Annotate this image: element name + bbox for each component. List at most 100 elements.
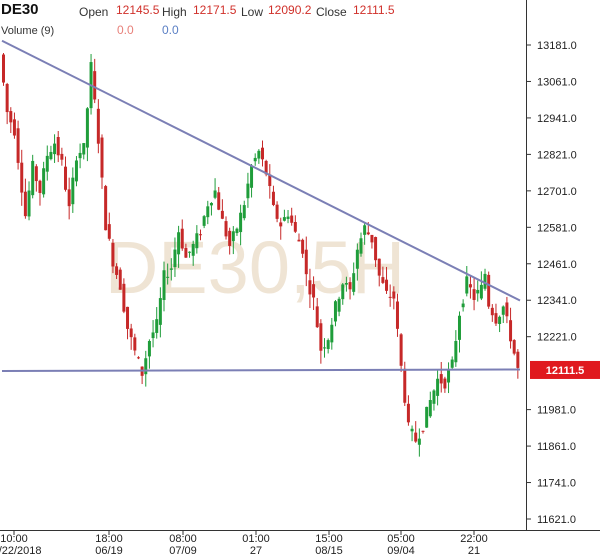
candle-body xyxy=(454,340,458,363)
trendline[interactable] xyxy=(1,368,521,373)
candle-body xyxy=(42,168,46,195)
candle-body xyxy=(352,273,356,292)
candle-body xyxy=(133,337,137,351)
open-label: Open xyxy=(79,5,109,19)
candle-body xyxy=(67,189,71,207)
candle-body xyxy=(414,432,418,442)
candle-body xyxy=(388,296,392,298)
x-tick-date: 21 xyxy=(468,545,480,557)
candle-body xyxy=(16,128,20,163)
candle-body xyxy=(468,284,472,288)
candle-body xyxy=(169,268,173,270)
candle-body xyxy=(476,289,480,294)
candle-body xyxy=(180,228,184,249)
candle-body xyxy=(304,249,308,275)
candle-body xyxy=(428,400,432,417)
candle-body xyxy=(115,266,119,275)
candle-body xyxy=(162,270,166,300)
candle-body xyxy=(432,390,436,404)
candle-body xyxy=(403,368,407,403)
candle-body xyxy=(271,191,275,205)
candle-body xyxy=(348,282,352,290)
candle-body xyxy=(261,147,264,160)
candle-body xyxy=(355,249,359,269)
candle-body xyxy=(275,204,279,219)
candle-body xyxy=(301,239,305,254)
candle-body xyxy=(490,307,494,316)
high-label: High xyxy=(162,5,187,19)
candle-body xyxy=(38,180,42,193)
candle-body xyxy=(122,283,126,312)
candle-body xyxy=(290,215,294,223)
candle-body xyxy=(173,249,177,268)
candle-body xyxy=(374,237,378,261)
candle-body xyxy=(268,174,272,187)
candle-body xyxy=(220,210,224,219)
trendline[interactable] xyxy=(1,39,521,302)
y-tick-label: 12581.0 xyxy=(537,222,577,234)
candle-body xyxy=(9,111,13,123)
candle-body xyxy=(297,239,301,242)
candle-body xyxy=(253,157,257,162)
candle-body xyxy=(359,238,363,254)
candle-body xyxy=(443,378,447,389)
close-label: Close xyxy=(316,5,347,19)
high-value: 12171.5 xyxy=(193,3,237,17)
candle-body xyxy=(198,234,202,236)
candle-body xyxy=(12,119,16,136)
candle-body xyxy=(344,283,348,285)
trendlines xyxy=(1,39,521,373)
candle-body xyxy=(93,71,97,100)
candle-body xyxy=(366,232,370,235)
candle-body xyxy=(512,340,516,354)
candle-body xyxy=(53,143,57,155)
watermark: DE30,5H xyxy=(105,226,405,309)
volume-label: Volume (9) xyxy=(1,25,55,37)
candle-body xyxy=(479,284,483,299)
y-tick-label: 11981.0 xyxy=(537,405,576,417)
candle-body xyxy=(417,438,421,445)
close-value: 12111.5 xyxy=(353,3,395,17)
candle-body xyxy=(312,284,316,298)
candle-body xyxy=(483,273,487,289)
candle-body xyxy=(494,313,498,324)
candle-body xyxy=(341,284,345,300)
x-tick-time: 05:00 xyxy=(387,533,415,545)
last-price-tag-bg xyxy=(530,360,600,379)
candle-body xyxy=(450,359,454,368)
x-tick-time: 22:00 xyxy=(460,533,488,545)
y-tick-label: 12701.0 xyxy=(537,186,577,198)
candle-body xyxy=(56,137,60,156)
candle-body xyxy=(144,358,148,375)
x-tick-time: 01:00 xyxy=(242,533,270,545)
candle-body xyxy=(509,320,513,342)
candle-body xyxy=(5,83,9,113)
candle-body xyxy=(487,274,491,307)
candle-body xyxy=(166,276,170,278)
candle-body xyxy=(23,191,27,217)
y-tick-label: 11741.0 xyxy=(537,478,576,490)
candle-body xyxy=(60,153,64,160)
candle-body xyxy=(100,137,104,178)
candle-body xyxy=(242,205,246,219)
candle-body xyxy=(228,230,232,246)
candle-body xyxy=(421,430,425,432)
candle-body xyxy=(330,324,334,343)
candle-body xyxy=(246,183,250,199)
candle-body xyxy=(337,298,341,312)
candle-body xyxy=(399,334,403,366)
candle-body xyxy=(461,303,465,308)
y-tick-label: 12341.0 xyxy=(537,295,577,307)
candle-body xyxy=(49,151,53,160)
candle-body xyxy=(323,347,327,349)
candle-body xyxy=(370,234,374,243)
candle-body xyxy=(308,280,312,295)
candle-body xyxy=(71,177,75,205)
candle-body xyxy=(213,190,217,198)
candle-body xyxy=(206,206,210,218)
x-tick-date: 07/09 xyxy=(169,545,197,557)
x-tick-date: 05/22/2018 xyxy=(0,545,42,557)
candle-body xyxy=(257,150,261,159)
